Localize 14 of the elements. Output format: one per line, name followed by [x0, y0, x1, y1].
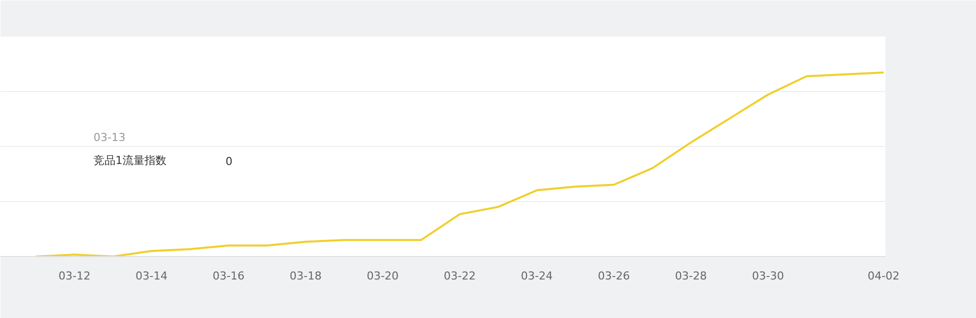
x-tick-label: 03-12 — [58, 270, 90, 282]
x-tick-label: 03-24 — [520, 270, 553, 282]
annotation: 竞品1流量指数 — [94, 154, 166, 167]
x-tick-label: 04-02 — [868, 270, 900, 282]
x-tick-label: 03-14 — [136, 270, 168, 282]
x-tick-label: 03-20 — [366, 270, 399, 282]
annotation: 0 — [226, 155, 232, 168]
x-tick-label: 03-16 — [212, 270, 245, 282]
x-tick-label: 03-30 — [752, 270, 784, 282]
annotation: 03-13 — [94, 131, 126, 144]
x-tick-label: 03-26 — [598, 270, 630, 282]
x-tick-label: 03-18 — [290, 270, 322, 282]
x-tick-label: 03-22 — [444, 270, 476, 282]
x-tick-label: 03-28 — [674, 270, 707, 282]
